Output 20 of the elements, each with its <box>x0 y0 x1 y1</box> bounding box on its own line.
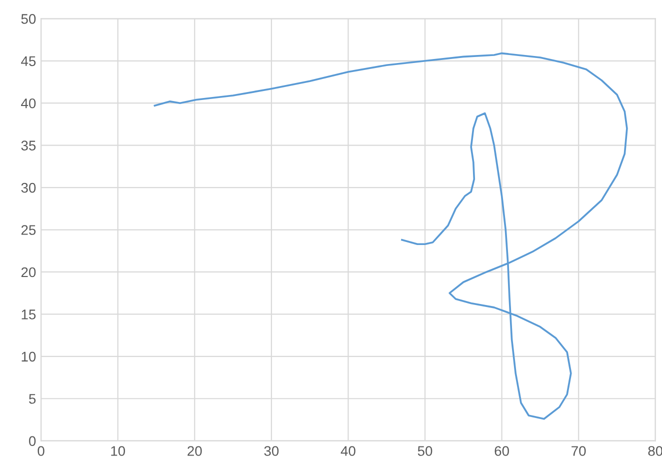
x-tick-label: 20 <box>188 446 202 456</box>
y-tick-label: 0 <box>29 436 36 446</box>
y-tick-label: 50 <box>21 14 36 24</box>
x-tick-label: 60 <box>494 446 509 456</box>
y-tick-label: 10 <box>22 352 36 362</box>
x-tick-label: 70 <box>572 446 586 456</box>
y-tick-label: 15 <box>22 310 36 320</box>
y-tick-label: 25 <box>21 225 36 235</box>
y-tick-label: 20 <box>21 267 36 278</box>
x-tick-label: 10 <box>111 446 126 456</box>
x-tick-label: 40 <box>340 446 356 456</box>
x-tick-label: 0 <box>38 446 44 456</box>
line-series <box>154 52 628 420</box>
y-tick-label: 5 <box>29 394 36 404</box>
y-tick-label: 30 <box>21 182 36 193</box>
y-tick-label: 45 <box>21 56 36 66</box>
y-tick-label: 35 <box>21 140 36 150</box>
x-tick-label: 50 <box>418 446 432 456</box>
y-tick-label: 40 <box>21 98 36 108</box>
x-tick-label: 30 <box>264 446 279 456</box>
